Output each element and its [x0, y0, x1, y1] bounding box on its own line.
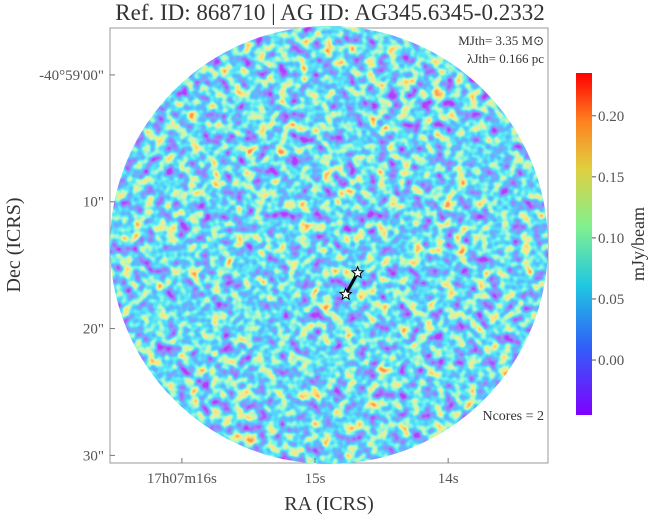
intensity-map — [110, 26, 548, 464]
core-marker — [350, 265, 365, 279]
colorbar-label: mJy/beam — [628, 207, 648, 281]
x-axis-label: RA (ICRS) — [284, 493, 373, 515]
colorbar-tick-label: 0.20 — [598, 109, 624, 125]
annotation: Ncores = 2 — [482, 409, 544, 424]
y-tick-label: 20" — [83, 322, 104, 338]
annotation: MJth= 3.35 M⊙ — [458, 33, 544, 48]
colorbar-tick-label: 0.00 — [598, 353, 624, 369]
colorbar — [576, 73, 592, 415]
chart-title: Ref. ID: 868710 | AG ID: AG345.6345-0.23… — [115, 0, 544, 25]
annotation: λJth= 0.166 pc — [467, 51, 544, 66]
core-marker — [338, 286, 353, 301]
colorbar-tick-label: 0.15 — [598, 170, 624, 186]
x-tick-label: 17h07m16s — [147, 471, 217, 487]
x-tick-label: 15s — [305, 471, 326, 487]
colorbar-tick-label: 0.05 — [598, 292, 624, 308]
y-axis-label: Dec (ICRS) — [3, 198, 25, 293]
y-tick-label: 10" — [83, 195, 104, 211]
x-tick-label: 14s — [438, 471, 459, 487]
y-tick-label: 30" — [83, 448, 104, 464]
y-tick-label: -40°59'00" — [39, 68, 104, 84]
colorbar-tick-label: 0.10 — [598, 231, 624, 247]
